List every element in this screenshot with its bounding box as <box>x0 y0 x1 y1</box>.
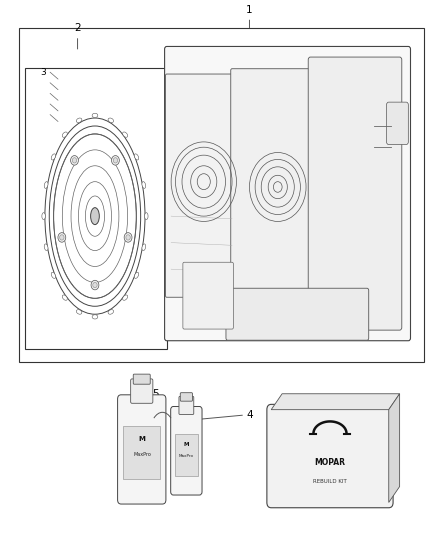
Text: MaxPro: MaxPro <box>179 454 194 458</box>
Circle shape <box>58 233 66 242</box>
FancyBboxPatch shape <box>231 69 321 318</box>
Ellipse shape <box>92 114 98 117</box>
Text: 3: 3 <box>40 68 46 77</box>
Circle shape <box>91 280 99 290</box>
Text: 5: 5 <box>152 389 159 399</box>
FancyBboxPatch shape <box>133 374 150 384</box>
Text: 1: 1 <box>246 5 253 14</box>
Ellipse shape <box>108 118 113 123</box>
Circle shape <box>60 235 64 240</box>
Text: 6: 6 <box>281 437 288 447</box>
FancyBboxPatch shape <box>165 46 410 341</box>
FancyBboxPatch shape <box>166 74 242 297</box>
Circle shape <box>93 282 97 288</box>
Ellipse shape <box>123 132 127 138</box>
FancyBboxPatch shape <box>180 393 192 401</box>
Ellipse shape <box>51 154 56 160</box>
Ellipse shape <box>91 208 99 224</box>
Text: MOPAR: MOPAR <box>314 458 346 467</box>
FancyBboxPatch shape <box>117 395 166 504</box>
Bar <box>25 68 167 349</box>
Ellipse shape <box>145 213 148 220</box>
Ellipse shape <box>44 244 48 251</box>
FancyBboxPatch shape <box>308 57 402 330</box>
Ellipse shape <box>92 315 98 319</box>
Ellipse shape <box>44 182 48 188</box>
Polygon shape <box>271 394 399 410</box>
Circle shape <box>112 156 119 165</box>
Text: M: M <box>138 436 145 442</box>
Ellipse shape <box>62 132 67 138</box>
Ellipse shape <box>42 213 46 220</box>
Circle shape <box>71 156 78 165</box>
Ellipse shape <box>76 310 82 314</box>
Bar <box>175 433 198 476</box>
Ellipse shape <box>62 295 67 300</box>
FancyBboxPatch shape <box>387 102 408 144</box>
Ellipse shape <box>108 310 113 314</box>
FancyBboxPatch shape <box>183 262 233 329</box>
Text: MaxPro: MaxPro <box>133 452 151 457</box>
Bar <box>123 425 160 479</box>
Circle shape <box>126 235 130 240</box>
Bar <box>19 28 424 362</box>
Text: 4: 4 <box>246 410 253 420</box>
FancyBboxPatch shape <box>131 379 153 403</box>
Text: 2: 2 <box>74 23 81 33</box>
FancyBboxPatch shape <box>267 405 393 508</box>
FancyBboxPatch shape <box>171 407 202 495</box>
Ellipse shape <box>51 272 56 278</box>
Circle shape <box>124 233 132 242</box>
Text: M: M <box>184 442 189 447</box>
Ellipse shape <box>123 295 127 300</box>
Circle shape <box>72 158 77 163</box>
Ellipse shape <box>76 118 82 123</box>
Circle shape <box>113 158 118 163</box>
Ellipse shape <box>134 272 139 278</box>
FancyBboxPatch shape <box>226 288 369 340</box>
Text: REBUILD KIT: REBUILD KIT <box>313 479 347 484</box>
Ellipse shape <box>134 154 139 160</box>
Polygon shape <box>389 394 399 503</box>
Ellipse shape <box>142 244 146 251</box>
Ellipse shape <box>142 182 146 188</box>
FancyBboxPatch shape <box>179 397 194 415</box>
